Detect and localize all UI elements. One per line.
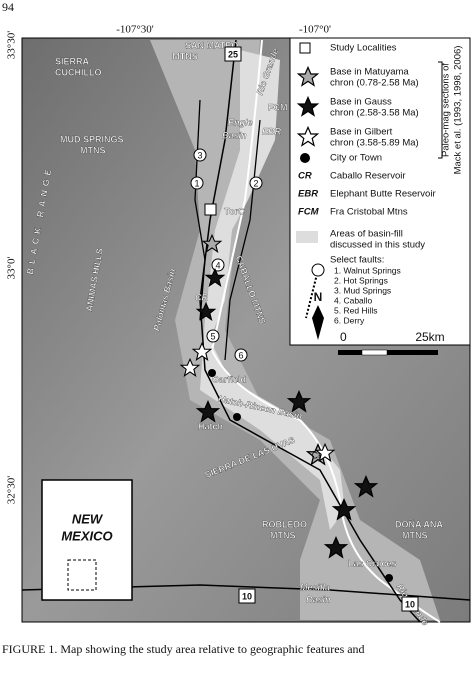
legend-abbr: CR (298, 171, 312, 182)
site-label: HS (202, 407, 215, 417)
town (233, 413, 241, 421)
fault-number: 2 (253, 178, 258, 188)
highway-number: 10 (405, 599, 415, 609)
legend-label: Areas of basin-fill (330, 229, 403, 240)
map-label: Basin (306, 594, 331, 604)
site-label: PM (329, 543, 343, 553)
latitude-label: 32°30' (6, 476, 18, 504)
map-label: MTNS (172, 51, 198, 61)
map-label: MUD SPRINGS (60, 134, 124, 144)
map-label: FCM (268, 102, 288, 112)
highway-shield (401, 596, 419, 612)
map-label: Basin (222, 130, 247, 140)
map-label: Hatch (198, 421, 223, 431)
map-label: DOÑA ANA (395, 519, 443, 529)
legend-symbol (300, 153, 310, 163)
legend-label: Base in Gilbert (330, 127, 393, 138)
latitude-label: 33°0' (6, 257, 18, 280)
highway-number: 10 (242, 591, 252, 601)
legend-label: Caballo Reservoir (330, 171, 406, 182)
fault-marker (193, 148, 207, 162)
map-label: SIERRA (55, 56, 90, 66)
fault-number: 5 (210, 331, 215, 341)
fault-number: 1 (194, 178, 199, 188)
highway-shield (238, 588, 256, 604)
scale-label: 0 (340, 330, 347, 344)
fault-marker (206, 329, 220, 343)
site-label: LA (360, 482, 371, 492)
legend-label: Base in Gauss (330, 97, 392, 108)
latitude-label: 33°30' (6, 31, 18, 59)
page-number: 94 (2, 0, 14, 14)
legend-label: chron (2.58-3.58 Ma) (330, 108, 419, 119)
legend-label: chron (0.78-2.58 Ma) (330, 78, 419, 89)
fault-number: 4 (215, 260, 220, 270)
legend-label: 6. Derry (334, 315, 365, 325)
fault-marker (234, 348, 248, 362)
legend-label: discussed in this study (330, 240, 425, 251)
legend-label: 3. Mud Springs (334, 285, 391, 295)
map-label: CR (195, 292, 208, 302)
legend-label: Base in Matuyama (330, 67, 409, 78)
legend-label: 1. Walnut Springs (334, 265, 401, 275)
highway-number: 25 (228, 49, 238, 59)
fault-marker (249, 176, 263, 190)
study-locality (204, 203, 217, 216)
map-label: MTNS (270, 530, 296, 540)
map-label: MTNS (80, 145, 106, 155)
site-label: NR (338, 505, 351, 515)
map-label: TorC (224, 206, 245, 216)
legend-label: City or Town (330, 153, 382, 164)
legend-label: Fra Cristobal Mtns (330, 207, 408, 218)
map-label: ROBLEDO (262, 519, 307, 529)
fault-marker (190, 176, 204, 190)
legend-label: Elephant Butte Reservoir (330, 189, 436, 200)
inset-label: MEXICO (61, 528, 112, 543)
town (385, 574, 393, 582)
site-label: RA (293, 397, 306, 407)
legend-label: Study Localities (330, 43, 397, 54)
map-label: EBR (262, 126, 282, 136)
legend-label: 4. Caballo (334, 295, 373, 305)
map-label: Las Cruces (348, 558, 397, 568)
map-label: CUCHILLO (55, 67, 102, 77)
legend-label: chron (3.58-5.89 Ma) (330, 138, 419, 149)
legend-note: Mack et al. (1993, 1998, 2006) (453, 46, 464, 175)
legend-abbr: FCM (298, 207, 320, 218)
highway-shield (224, 46, 242, 62)
fault-number: 6 (238, 350, 243, 360)
map-label: MTNS (402, 530, 428, 540)
legend-label: 5. Red Hills (334, 305, 377, 315)
caption: FIGURE 1. Map showing the study area rel… (2, 642, 365, 656)
legend-symbol (299, 42, 311, 54)
fault-number: 3 (197, 150, 202, 160)
north-arrow: N (314, 290, 323, 304)
legend-note: Paleo-mag sections of (441, 63, 452, 157)
map-label: Engle (228, 117, 253, 127)
fault-marker (211, 258, 225, 272)
map-label: SAN MATEO (185, 40, 238, 50)
map-label: Mesilla (300, 582, 330, 592)
legend-abbr: EBR (298, 189, 318, 200)
site-label: CH (312, 450, 325, 460)
legend-symbol (296, 231, 318, 243)
longitude-label: -107°30' (116, 24, 154, 36)
map-label: Garfield (212, 374, 246, 384)
legend-label: 2. Hot Springs (334, 275, 388, 285)
legend-label: Select faults: (330, 255, 384, 266)
scale-label: 25km (415, 330, 444, 344)
longitude-label: -107°0' (299, 24, 331, 36)
town (208, 369, 216, 377)
inset-label: NEW (72, 511, 104, 526)
